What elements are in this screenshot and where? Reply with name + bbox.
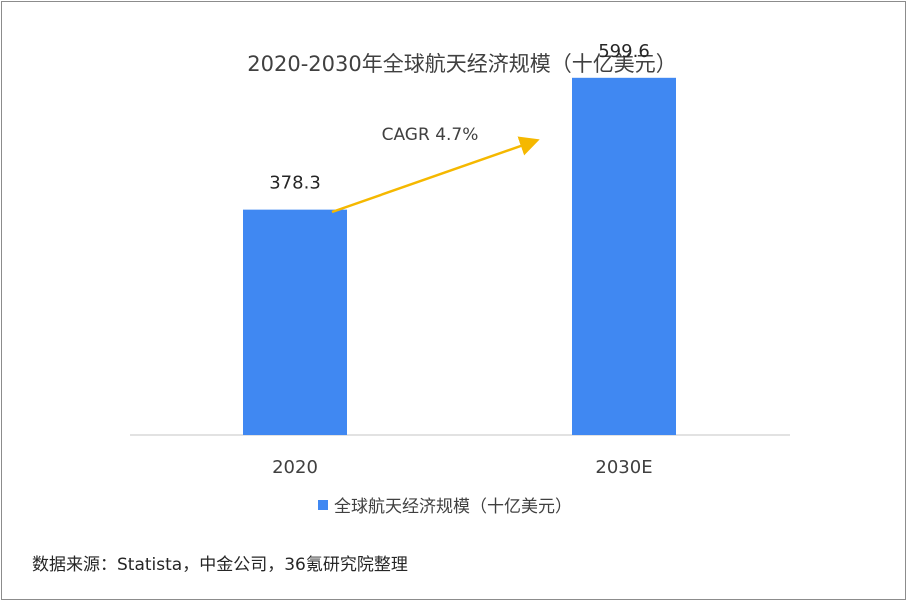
legend-swatch xyxy=(318,499,328,510)
legend: 全球航天经济规模（十亿美元） xyxy=(318,492,572,517)
bar-2020 xyxy=(243,209,347,435)
data-label-2030e: 599.6 xyxy=(598,41,650,62)
cagr-label: CAGR 4.7% xyxy=(382,125,479,145)
data-label-2020: 378.3 xyxy=(269,173,321,194)
legend-label: 全球航天经济规模（十亿美元） xyxy=(334,497,572,517)
cagr-arrow xyxy=(331,136,540,214)
source-note: 数据来源：Statista，中金公司，36氪研究院整理 xyxy=(32,555,408,575)
x-tick-label-2030e: 2030E xyxy=(595,457,652,478)
bar-2030e xyxy=(572,77,676,435)
chart-title: 2020-2030年全球航天经济规模（十亿美元） xyxy=(247,52,677,76)
x-tick-label-2020: 2020 xyxy=(272,457,318,478)
